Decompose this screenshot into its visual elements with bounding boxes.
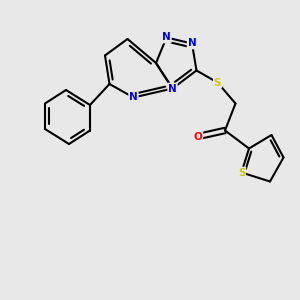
Text: O: O	[194, 131, 202, 142]
Text: N: N	[162, 32, 171, 43]
Text: S: S	[214, 77, 221, 88]
Text: N: N	[168, 83, 177, 94]
Text: N: N	[188, 38, 196, 49]
Text: S: S	[238, 167, 245, 178]
Text: N: N	[129, 92, 138, 103]
